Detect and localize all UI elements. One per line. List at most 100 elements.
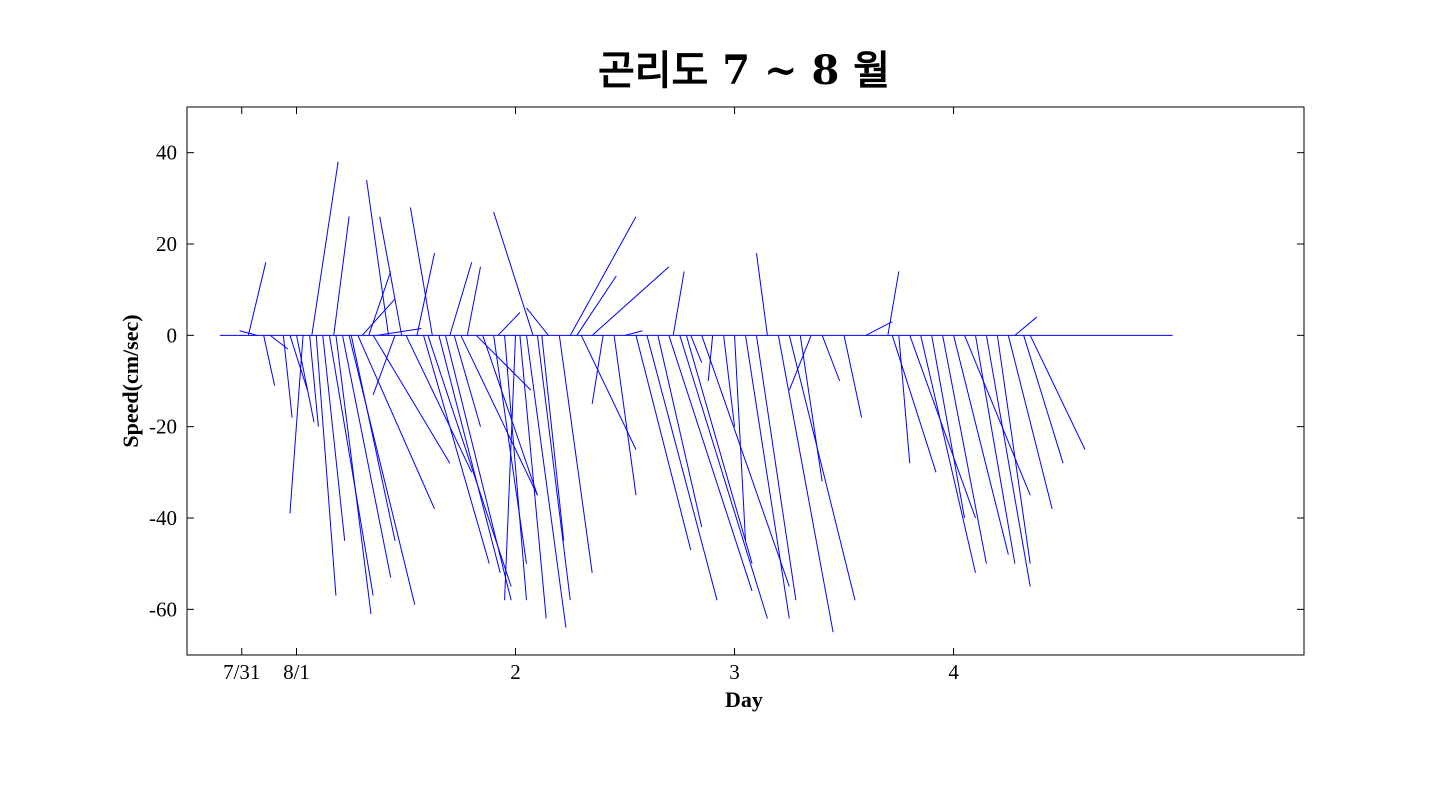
current-stick	[350, 335, 396, 541]
current-stick	[449, 262, 473, 336]
y-tick-label: 20	[156, 232, 177, 256]
current-stick	[379, 216, 403, 336]
current-stick	[333, 216, 350, 336]
current-stick	[525, 335, 567, 628]
y-tick-label: 0	[167, 323, 178, 347]
current-stick	[504, 335, 527, 601]
current-stick	[624, 330, 643, 336]
current-stick	[1023, 335, 1064, 464]
current-stick	[942, 335, 987, 564]
current-stick	[685, 335, 753, 564]
current-stick	[536, 335, 571, 601]
current-stick	[788, 335, 856, 601]
y-tick-label: -60	[149, 597, 177, 621]
current-stick	[311, 161, 339, 336]
current-stick	[635, 335, 692, 551]
current-stick	[1014, 316, 1038, 336]
x-tick-label: 8/1	[283, 660, 310, 684]
current-stick	[576, 275, 617, 336]
current-stick	[996, 335, 1031, 564]
current-stick	[372, 335, 451, 464]
current-stick	[263, 335, 276, 386]
current-stick	[591, 335, 604, 404]
current-stick	[821, 335, 841, 382]
current-stick	[466, 266, 481, 336]
ticks-layer: -60 -40 -20 0 20 40 7/31 8/1 2 3 4	[149, 107, 1304, 684]
y-axis-label: Speed(cm/sec)	[118, 314, 143, 447]
x-tick-label: 3	[729, 660, 740, 684]
current-stick	[453, 335, 481, 427]
current-stick	[348, 335, 416, 605]
current-stick	[668, 335, 753, 592]
current-stick	[366, 179, 389, 336]
current-stick	[526, 307, 549, 336]
current-stick	[672, 271, 685, 336]
current-stick	[985, 335, 1031, 587]
y-tick-label: -40	[149, 506, 177, 530]
current-stick	[891, 335, 937, 473]
current-stick	[482, 335, 538, 496]
current-stick	[504, 335, 517, 601]
current-stick	[438, 335, 501, 573]
chart-title: 곤리도 7 ~ 8 월	[598, 47, 890, 94]
current-stick	[361, 298, 396, 336]
current-stick	[613, 335, 637, 496]
current-stick	[475, 334, 532, 391]
current-stick	[309, 335, 319, 427]
current-stick	[497, 312, 521, 336]
current-stick	[755, 335, 797, 601]
plot-frame	[186, 106, 1305, 656]
current-stick	[646, 335, 718, 601]
y-tick-label: 40	[156, 141, 177, 165]
current-stick	[289, 335, 304, 514]
current-stick	[342, 335, 392, 578]
current-stick	[409, 207, 433, 336]
current-stick	[335, 335, 372, 614]
current-stick	[377, 327, 422, 336]
current-stick	[493, 335, 527, 564]
x-tick-label: 4	[948, 660, 959, 684]
current-stick	[1029, 335, 1086, 450]
current-stick	[328, 335, 374, 596]
current-stick	[707, 335, 714, 382]
current-stick	[423, 335, 490, 564]
current-stick	[690, 335, 703, 363]
y-tick-label: -20	[149, 415, 177, 439]
current-stick	[405, 335, 473, 473]
current-stick	[357, 335, 435, 510]
current-stick	[777, 335, 834, 633]
current-stick	[591, 266, 670, 336]
current-stick	[541, 335, 565, 541]
current-stick	[315, 335, 337, 596]
current-stick	[788, 335, 812, 391]
current-stick	[755, 253, 768, 336]
current-stick	[909, 335, 976, 519]
current-stick	[239, 330, 258, 336]
current-stick	[657, 335, 703, 528]
current-stick	[974, 335, 1016, 564]
current-stick	[898, 335, 911, 464]
current-stick	[519, 335, 547, 619]
current-stick	[558, 335, 593, 573]
current-stick	[734, 335, 746, 541]
current-stick	[723, 335, 736, 427]
current-stick	[920, 335, 976, 573]
current-stick	[953, 335, 1009, 555]
current-stick	[296, 335, 315, 423]
current-stick	[865, 321, 893, 336]
current-stick	[701, 335, 790, 587]
current-stick	[679, 335, 768, 619]
current-stick	[799, 335, 823, 482]
x-tick-label: 2	[510, 660, 521, 684]
current-stick	[247, 262, 267, 336]
current-stick	[964, 335, 1031, 496]
current-stick	[493, 211, 534, 336]
current-stick	[931, 335, 966, 519]
current-stick	[1007, 335, 1053, 509]
current-stick	[569, 216, 637, 336]
current-stick	[322, 335, 346, 541]
current-stick	[444, 335, 512, 601]
current-stick	[843, 335, 863, 418]
